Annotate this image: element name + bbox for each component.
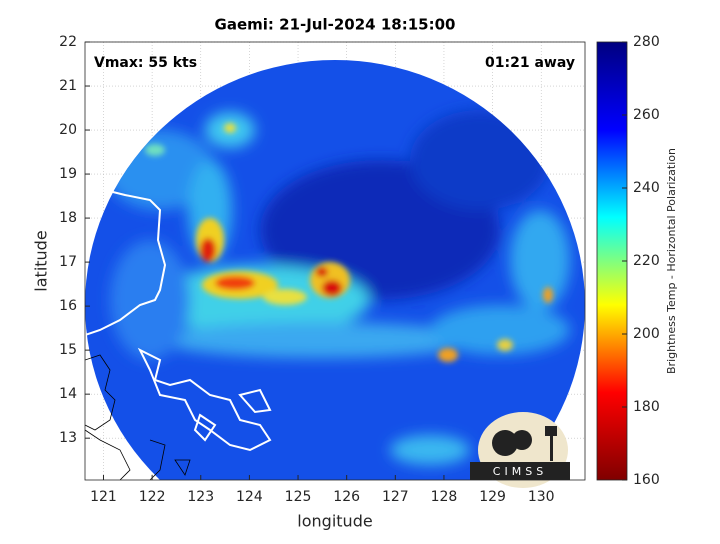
y-tick-label: 19 bbox=[59, 166, 77, 182]
x-tick-label: 124 bbox=[236, 489, 263, 505]
y-tick-label: 22 bbox=[59, 34, 77, 50]
colorbar-tick-label: 180 bbox=[633, 399, 660, 415]
axes-frame bbox=[84, 41, 586, 481]
colorbar-tick-label: 160 bbox=[633, 472, 660, 488]
annotation: 01:21 away bbox=[485, 55, 575, 71]
y-tick-label: 16 bbox=[59, 298, 77, 314]
colorbar-tick-label: 220 bbox=[633, 253, 660, 269]
logo-text: CIMSS bbox=[493, 465, 547, 478]
x-tick-label: 123 bbox=[187, 489, 214, 505]
x-tick-label: 128 bbox=[431, 489, 458, 505]
coastline bbox=[85, 188, 272, 452]
y-tick-label: 21 bbox=[59, 78, 77, 94]
y-axis-label: latitude bbox=[32, 230, 51, 291]
x-tick-label: 125 bbox=[285, 489, 312, 505]
x-tick-label: 127 bbox=[382, 489, 409, 505]
x-tick-label: 126 bbox=[333, 489, 360, 505]
outside-coastline bbox=[85, 354, 191, 480]
y-tick-label: 14 bbox=[59, 386, 77, 402]
y-tick-label: 20 bbox=[59, 122, 77, 138]
swath-image bbox=[85, 60, 585, 480]
y-tick-label: 13 bbox=[59, 430, 77, 446]
chart-title: Gaemi: 21-Jul-2024 18:15:00 bbox=[215, 16, 456, 34]
x-tick-label: 130 bbox=[528, 489, 555, 505]
colorbar-label: Brightness Temp - Horizontal Polarizatio… bbox=[665, 148, 678, 374]
y-tick-label: 15 bbox=[59, 342, 77, 358]
x-axis-label: longitude bbox=[297, 512, 372, 531]
colorbar-tick-label: 200 bbox=[633, 326, 660, 342]
y-tick-label: 17 bbox=[59, 254, 77, 270]
x-tick-label: 121 bbox=[90, 489, 117, 505]
annotation: Vmax: 55 kts bbox=[94, 55, 197, 71]
cimss-logo: CIMSS bbox=[470, 412, 570, 488]
y-tick-label: 18 bbox=[59, 210, 77, 226]
x-tick-label: 122 bbox=[139, 489, 166, 505]
colorbar-tick-label: 280 bbox=[633, 34, 660, 50]
colorbar-tick-label: 260 bbox=[633, 107, 660, 123]
x-tick-label: 129 bbox=[479, 489, 506, 505]
colorbar-tick-label: 240 bbox=[633, 180, 660, 196]
